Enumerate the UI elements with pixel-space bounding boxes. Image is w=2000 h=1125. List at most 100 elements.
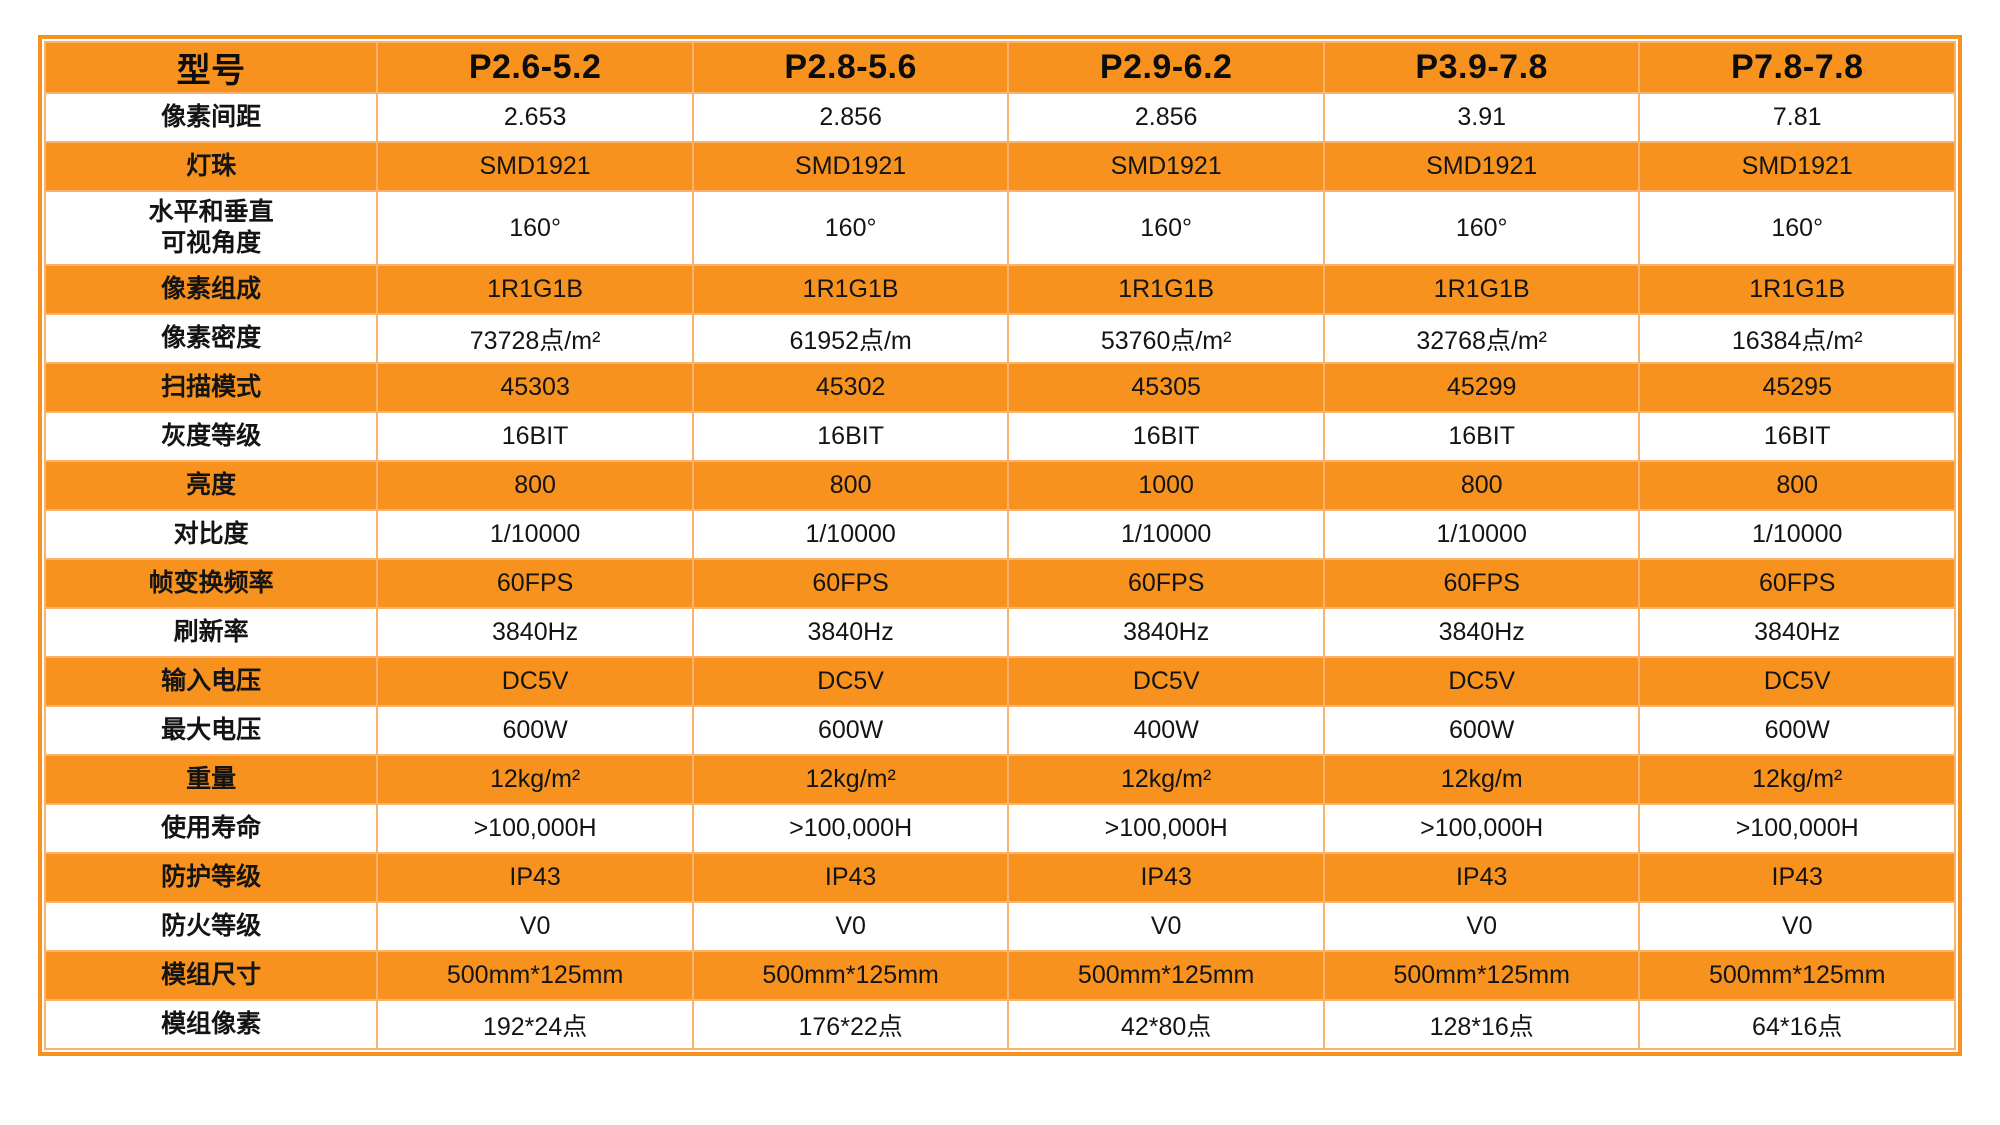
spec-table-frame: 型号 P2.6-5.2 P2.8-5.6 P2.9-6.2 P3.9-7.8 P… — [38, 35, 1962, 1056]
spec-cell: 60FPS — [1007, 558, 1325, 609]
spec-cell: 3840Hz — [1322, 607, 1641, 658]
spec-cell: IP43 — [376, 852, 694, 903]
spec-cell: 64*16点 — [1638, 999, 1956, 1050]
spec-cell: 60FPS — [376, 558, 694, 609]
table-row: 使用寿命 >100,000H >100,000H >100,000H >100,000H… — [43, 803, 1956, 854]
spec-cell: 1R1G1B — [1007, 264, 1325, 315]
row-label: 最大电压 — [43, 705, 379, 756]
spec-cell: 16BIT — [1322, 411, 1641, 462]
spec-cell: 160° — [1007, 190, 1325, 266]
row-label: 防护等级 — [43, 852, 379, 903]
spec-cell: IP43 — [691, 852, 1010, 903]
spec-cell: 53760点/m² — [1007, 313, 1325, 364]
spec-cell: 2.856 — [691, 92, 1010, 143]
spec-cell: 60FPS — [1638, 558, 1956, 609]
spec-cell: 160° — [1322, 190, 1641, 266]
spec-cell: DC5V — [1638, 656, 1956, 707]
spec-cell: SMD1921 — [1007, 141, 1325, 192]
table-row: 像素组成 1R1G1B 1R1G1B 1R1G1B 1R1G1B 1R1G1B — [43, 264, 1956, 315]
spec-cell: 3840Hz — [376, 607, 694, 658]
spec-cell: 45295 — [1638, 362, 1956, 413]
column-header-4: P3.9-7.8 — [1322, 41, 1641, 94]
spec-cell: 160° — [691, 190, 1010, 266]
column-header-3: P2.9-6.2 — [1007, 41, 1325, 94]
row-label: 像素间距 — [43, 92, 379, 143]
spec-cell: 600W — [1322, 705, 1641, 756]
spec-cell: 45303 — [376, 362, 694, 413]
spec-cell: 800 — [376, 460, 694, 511]
table-row: 水平和垂直 可视角度 160° 160° 160° 160° 160° — [43, 190, 1956, 266]
spec-cell: 2.653 — [376, 92, 694, 143]
spec-cell: DC5V — [691, 656, 1010, 707]
spec-cell: 176*22点 — [691, 999, 1010, 1050]
spec-cell: 1R1G1B — [376, 264, 694, 315]
spec-cell: 800 — [691, 460, 1010, 511]
table-row: 扫描模式 45303 45302 45305 45299 45295 — [43, 362, 1956, 413]
spec-cell: 61952点/m — [691, 313, 1010, 364]
spec-cell: 16BIT — [1638, 411, 1956, 462]
spec-cell: 12kg/m² — [376, 754, 694, 805]
spec-cell: 45305 — [1007, 362, 1325, 413]
spec-cell: V0 — [691, 901, 1010, 952]
spec-cell: SMD1921 — [691, 141, 1010, 192]
row-label: 使用寿命 — [43, 803, 379, 854]
spec-cell: 1R1G1B — [1322, 264, 1641, 315]
spec-cell: 1/10000 — [691, 509, 1010, 560]
spec-cell: >100,000H — [376, 803, 694, 854]
spec-cell: 60FPS — [1322, 558, 1641, 609]
spec-cell: V0 — [376, 901, 694, 952]
spec-cell: 1/10000 — [376, 509, 694, 560]
spec-cell: IP43 — [1638, 852, 1956, 903]
spec-cell: 1R1G1B — [1638, 264, 1956, 315]
spec-cell: V0 — [1638, 901, 1956, 952]
spec-cell: 600W — [376, 705, 694, 756]
row-label: 输入电压 — [43, 656, 379, 707]
spec-cell: 12kg/m² — [1007, 754, 1325, 805]
spec-cell: 800 — [1322, 460, 1641, 511]
row-label: 重量 — [43, 754, 379, 805]
spec-cell: 500mm*125mm — [1007, 950, 1325, 1001]
header-row: 型号 P2.6-5.2 P2.8-5.6 P2.9-6.2 P3.9-7.8 P… — [43, 41, 1956, 94]
column-header-5: P7.8-7.8 — [1638, 41, 1956, 94]
column-header-2: P2.8-5.6 — [691, 41, 1010, 94]
spec-cell: DC5V — [376, 656, 694, 707]
row-label: 模组像素 — [43, 999, 379, 1050]
spec-cell: SMD1921 — [1638, 141, 1956, 192]
spec-cell: 500mm*125mm — [376, 950, 694, 1001]
spec-cell: 12kg/m — [1322, 754, 1641, 805]
spec-cell: DC5V — [1322, 656, 1641, 707]
spec-cell: 128*16点 — [1322, 999, 1641, 1050]
spec-cell: 500mm*125mm — [691, 950, 1010, 1001]
spec-cell: 32768点/m² — [1322, 313, 1641, 364]
spec-cell: 45302 — [691, 362, 1010, 413]
spec-cell: 800 — [1638, 460, 1956, 511]
column-header-1: P2.6-5.2 — [376, 41, 694, 94]
spec-cell: 500mm*125mm — [1638, 950, 1956, 1001]
spec-cell: SMD1921 — [1322, 141, 1641, 192]
spec-cell: 42*80点 — [1007, 999, 1325, 1050]
spec-cell: >100,000H — [691, 803, 1010, 854]
spec-cell: 16384点/m² — [1638, 313, 1956, 364]
spec-cell: 60FPS — [691, 558, 1010, 609]
spec-cell: DC5V — [1007, 656, 1325, 707]
row-label: 像素密度 — [43, 313, 379, 364]
spec-cell: 16BIT — [376, 411, 694, 462]
spec-cell: 1000 — [1007, 460, 1325, 511]
row-label: 像素组成 — [43, 264, 379, 315]
row-label: 帧变换频率 — [43, 558, 379, 609]
row-label: 模组尺寸 — [43, 950, 379, 1001]
table-row: 亮度 800 800 1000 800 800 — [43, 460, 1956, 511]
spec-cell: 2.856 — [1007, 92, 1325, 143]
table-row: 灯珠 SMD1921 SMD1921 SMD1921 SMD1921 SMD1921 — [43, 141, 1956, 192]
spec-cell: 1R1G1B — [691, 264, 1010, 315]
table-row: 像素间距 2.653 2.856 2.856 3.91 7.81 — [43, 92, 1956, 143]
spec-cell: 1/10000 — [1638, 509, 1956, 560]
spec-cell: V0 — [1007, 901, 1325, 952]
spec-cell: 45299 — [1322, 362, 1641, 413]
table-row: 模组尺寸 500mm*125mm 500mm*125mm 500mm*125mm 500… — [43, 950, 1956, 1001]
table-row: 灰度等级 16BIT 16BIT 16BIT 16BIT 16BIT — [43, 411, 1956, 462]
spec-cell: 400W — [1007, 705, 1325, 756]
table-row: 像素密度 73728点/m² 61952点/m 53760点/m² 32768点/m² 1… — [43, 313, 1956, 364]
table-row: 防护等级 IP43 IP43 IP43 IP43 IP43 — [43, 852, 1956, 903]
